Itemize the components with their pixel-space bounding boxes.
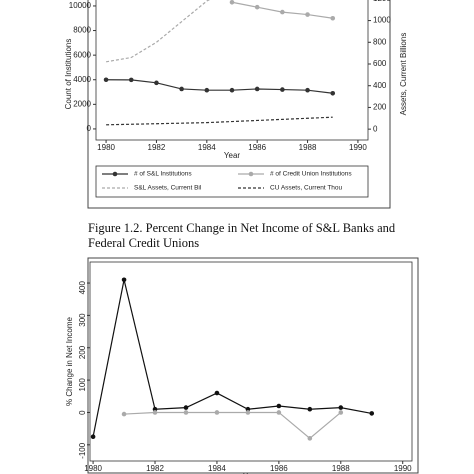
point bbox=[280, 87, 285, 92]
y-tick-label: 100 bbox=[78, 378, 87, 392]
legend-label: # of Credit Union Institutions bbox=[270, 171, 352, 178]
point bbox=[152, 406, 158, 412]
point bbox=[152, 410, 158, 415]
y2-tick-label: 600 bbox=[373, 59, 387, 68]
point bbox=[214, 410, 220, 415]
point bbox=[229, 0, 235, 5]
series-line bbox=[92, 279, 372, 437]
legend-marker bbox=[248, 171, 254, 177]
series-line bbox=[106, 79, 333, 94]
y-tick-label: 4000 bbox=[73, 75, 91, 84]
series-line bbox=[124, 411, 342, 440]
x-axis-label: Year bbox=[224, 151, 241, 160]
y2-tick-label: 0 bbox=[373, 124, 378, 133]
point bbox=[128, 77, 134, 83]
y-tick-label: 200 bbox=[78, 345, 87, 359]
point bbox=[330, 90, 336, 96]
legend-label: CU Assets, Current Thou bbox=[270, 185, 343, 192]
y-tick-label: 2000 bbox=[73, 99, 91, 108]
point bbox=[183, 410, 189, 415]
caption: Figure 1.2. Percent Change in Net Income… bbox=[88, 221, 396, 250]
point bbox=[338, 405, 344, 410]
y-tick-label: 0 bbox=[78, 410, 87, 415]
y-axis-label: % Change in Net Income bbox=[65, 316, 74, 405]
x-tick-label: 1988 bbox=[299, 143, 317, 152]
x-tick-label: 1984 bbox=[208, 464, 226, 473]
x-tick-label: 1982 bbox=[146, 464, 164, 473]
x-tick-label: 1986 bbox=[248, 143, 266, 152]
point bbox=[103, 77, 109, 83]
y-axis-label: Count of Institutions bbox=[64, 39, 73, 110]
x-tick-label: 1984 bbox=[198, 143, 216, 152]
point bbox=[330, 15, 336, 21]
point bbox=[254, 4, 260, 10]
y2-tick-label: 400 bbox=[373, 81, 387, 90]
y2-tick-label: 1000 bbox=[373, 16, 391, 25]
x-tick-label: 1980 bbox=[97, 143, 115, 152]
x-tick-label: 1986 bbox=[270, 464, 288, 473]
point bbox=[183, 405, 189, 410]
y2-tick-label: 1200 bbox=[373, 0, 391, 3]
x-tick-label: 1990 bbox=[394, 464, 412, 473]
point bbox=[280, 9, 285, 15]
legend-marker bbox=[112, 171, 118, 177]
y-tick-label: 8000 bbox=[73, 26, 91, 35]
legend-box bbox=[95, 165, 369, 198]
point bbox=[307, 436, 313, 441]
point bbox=[214, 390, 220, 396]
x-tick-label: 1988 bbox=[332, 464, 350, 473]
point bbox=[121, 411, 127, 417]
point bbox=[179, 86, 184, 92]
point bbox=[121, 277, 127, 283]
x-tick-label: 1990 bbox=[349, 143, 367, 152]
point bbox=[245, 406, 251, 412]
point bbox=[90, 434, 96, 440]
chart-frame bbox=[87, 0, 391, 209]
legend-label: S&L Assets, Current Bil bbox=[134, 185, 202, 192]
point bbox=[154, 80, 159, 86]
point bbox=[229, 87, 235, 93]
point bbox=[305, 12, 310, 17]
point bbox=[307, 406, 313, 412]
y-tick-label: 10000 bbox=[69, 1, 92, 10]
y-tick-label: 400 bbox=[78, 280, 87, 294]
x-tick-label: 1982 bbox=[148, 143, 166, 152]
plot-frame bbox=[89, 261, 413, 462]
x-tick-label: 1980 bbox=[84, 464, 102, 473]
y2-tick-label: 200 bbox=[373, 103, 387, 112]
point bbox=[369, 411, 375, 416]
point bbox=[276, 403, 282, 409]
point bbox=[276, 410, 282, 415]
y-tick-label: -100 bbox=[78, 442, 87, 459]
point bbox=[204, 87, 210, 93]
point bbox=[254, 86, 260, 92]
legend-label: # of S&L Institutions bbox=[134, 171, 192, 178]
y-tick-label: 0 bbox=[87, 124, 92, 133]
point bbox=[305, 87, 310, 93]
y2-axis-label: Assets, Current Billions bbox=[399, 33, 408, 116]
series-line bbox=[106, 116, 333, 126]
plot-frame bbox=[95, 0, 369, 141]
series-line bbox=[105, 0, 211, 63]
chart-frame bbox=[87, 257, 419, 474]
point bbox=[245, 410, 251, 415]
y-tick-label: 6000 bbox=[73, 50, 91, 59]
y2-tick-label: 800 bbox=[373, 37, 387, 46]
y-tick-label: 300 bbox=[78, 313, 87, 327]
x-axis-label: Year bbox=[243, 472, 260, 474]
point bbox=[338, 410, 344, 415]
